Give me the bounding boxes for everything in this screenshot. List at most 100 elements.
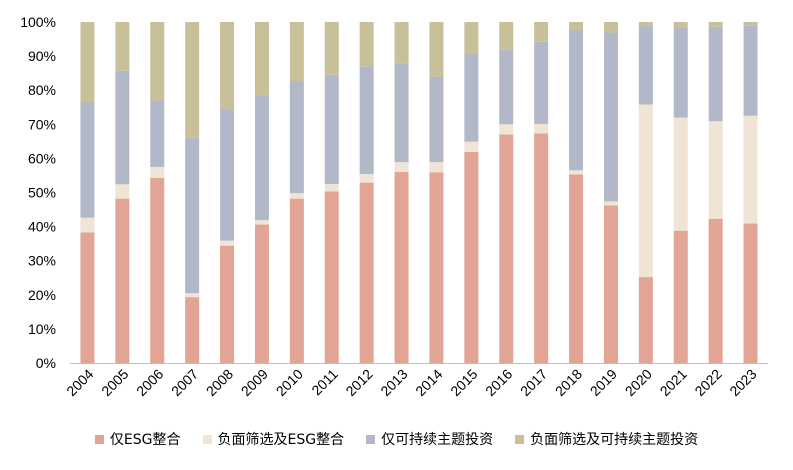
bar-segment-2020-series-3	[638, 22, 653, 26]
bar-segment-2005-series-0	[115, 198, 130, 363]
bar-segment-2015-series-2	[464, 54, 479, 142]
bar-segment-2012-series-1	[359, 174, 374, 183]
y-tick-label: 40%	[28, 219, 56, 235]
bar-segment-2018-series-3	[569, 22, 584, 31]
bar-segment-2005-series-3	[115, 22, 130, 71]
legend-item-esg-only: 仅ESG整合	[94, 429, 181, 449]
bar-segment-2016-series-2	[499, 49, 514, 125]
legend-item-negative-esg: 负面筛选及ESG整合	[202, 429, 345, 449]
bar-segment-2013-series-0	[394, 172, 409, 363]
bar-segment-2004-series-1	[80, 217, 95, 233]
bar-segment-2009-series-2	[254, 95, 269, 221]
bar-segment-2016-series-3	[499, 22, 514, 50]
y-tick-label: 20%	[28, 287, 56, 303]
x-axis: 2004 2005 2006 2007 2008 2009 2010 2011 2012 2013…	[63, 366, 760, 399]
y-tick-label: 0%	[36, 355, 56, 371]
bar-segment-2018-series-1	[569, 170, 584, 175]
bar-segment-2023-series-1	[743, 115, 758, 224]
bar-segment-2015-series-1	[464, 141, 479, 152]
bar-segment-2014-series-2	[429, 76, 444, 163]
bar-segment-2017-series-3	[534, 22, 549, 42]
bar-segment-2008-series-3	[220, 22, 235, 110]
bar-segment-2014-series-0	[429, 172, 444, 363]
bar-segment-2006-series-1	[150, 166, 165, 178]
bar-segment-2023-series-0	[743, 223, 758, 363]
bar-segment-2023-series-3	[743, 22, 758, 26]
bar-segment-2022-series-0	[708, 218, 723, 363]
x-tick-label: 2011	[308, 366, 341, 399]
legend-label: 仅可持续主题投资	[381, 432, 494, 448]
x-tick-label: 2009	[238, 366, 271, 399]
bar-segment-2019-series-2	[603, 32, 618, 202]
bar-segment-2022-series-3	[708, 22, 723, 27]
bar-segment-2021-series-1	[673, 117, 688, 231]
bar-segment-2020-series-1	[638, 104, 653, 278]
bar-segment-2004-series-3	[80, 22, 95, 103]
legend-label: 仅ESG整合	[109, 432, 181, 448]
bar-segment-2012-series-3	[359, 22, 374, 67]
bar-segment-2007-series-3	[185, 22, 200, 138]
legend-label: 负面筛选及可持续主题投资	[530, 432, 699, 448]
bar-segment-2022-series-1	[708, 121, 723, 219]
bar-segment-2012-series-2	[359, 66, 374, 175]
x-tick-label: 2015	[447, 366, 480, 399]
bar-segment-2023-series-2	[743, 25, 758, 116]
bar-segment-2017-series-2	[534, 41, 549, 124]
bar-segment-2021-series-2	[673, 27, 688, 118]
bar-segment-2012-series-0	[359, 182, 374, 363]
bar-segment-2004-series-0	[80, 232, 95, 363]
y-tick-label: 70%	[28, 116, 56, 132]
bar-segment-2021-series-0	[673, 230, 688, 363]
x-tick-label: 2019	[587, 366, 620, 399]
x-tick-label: 2010	[273, 366, 306, 399]
bar-segment-2005-series-2	[115, 70, 130, 185]
bar-segment-2011-series-2	[324, 74, 339, 184]
y-axis: 0% 10% 20% 30% 40% 50% 60% 70% 80% 90% 100%	[20, 14, 56, 371]
legend-item-negative-theme: 负面筛选及可持续主题投资	[515, 429, 698, 449]
legend-label: 负面筛选及ESG整合	[217, 432, 345, 448]
bar-segment-2011-series-0	[324, 191, 339, 363]
y-tick-label: 50%	[28, 185, 56, 201]
bar-segment-2018-series-0	[569, 174, 584, 363]
x-tick-label: 2022	[691, 366, 724, 399]
bar-segment-2021-series-3	[673, 22, 688, 28]
bar-segment-2004-series-2	[80, 102, 95, 218]
y-tick-label: 10%	[28, 321, 56, 337]
bar-segment-2017-series-0	[534, 133, 549, 363]
bar-segment-2018-series-2	[569, 30, 584, 171]
bar-segment-2009-series-3	[254, 22, 269, 96]
bar-segment-2010-series-3	[289, 22, 304, 81]
bar-segment-2014-series-1	[429, 162, 444, 173]
legend-swatch	[515, 434, 525, 444]
bar-segment-2010-series-2	[289, 80, 304, 194]
x-tick-label: 2016	[482, 366, 515, 399]
bar-segment-2011-series-1	[324, 183, 339, 192]
bar-segment-2006-series-0	[150, 177, 165, 363]
bar-segment-2019-series-0	[603, 205, 618, 363]
y-tick-label: 30%	[28, 253, 56, 269]
bar-segment-2020-series-0	[638, 277, 653, 363]
bar-segment-2017-series-1	[534, 123, 549, 134]
bar-segment-2007-series-0	[185, 297, 200, 363]
bar-segment-2013-series-2	[394, 63, 409, 163]
y-tick-label: 100%	[20, 14, 56, 30]
x-tick-label: 2006	[133, 366, 166, 399]
stacked-bar-chart: 0%10%20%30%40%50%60%70%80%90%100% 2004 20…	[20, 14, 768, 399]
bar-segment-2019-series-1	[603, 201, 618, 206]
x-tick-label: 2023	[726, 366, 759, 399]
bar-segment-2010-series-1	[289, 193, 304, 199]
y-tick-label: 80%	[28, 82, 56, 98]
bar-segment-2013-series-1	[394, 162, 409, 173]
legend: 仅ESG整合 负面筛选及ESG整合 仅可持续主题投资 负面筛选及可持续主题投资	[0, 426, 793, 452]
x-tick-label: 2012	[342, 366, 375, 399]
legend-item-theme-only: 仅可持续主题投资	[366, 429, 493, 449]
bar-segment-2022-series-2	[708, 26, 723, 122]
bar-segment-2007-series-1	[185, 293, 200, 298]
x-tick-label: 2004	[63, 366, 96, 399]
x-tick-label: 2021	[657, 366, 690, 399]
x-tick-label: 2013	[377, 366, 410, 399]
bar-segment-2015-series-3	[464, 22, 479, 55]
bar-segment-2009-series-0	[254, 224, 269, 363]
bar-segment-2008-series-0	[220, 245, 235, 363]
x-tick-label: 2005	[98, 366, 131, 399]
